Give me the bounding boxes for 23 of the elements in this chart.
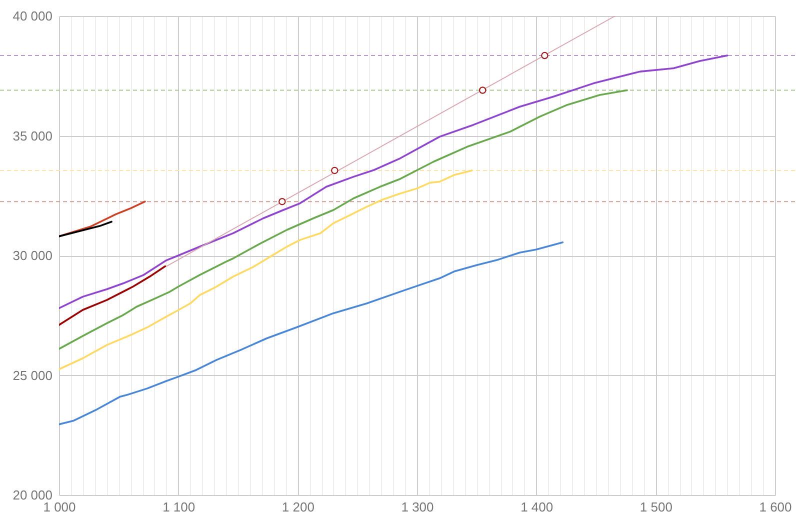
point [541,52,548,60]
y-tick-label: 25 000 [12,368,52,383]
line-series [59,54,728,310]
x-tick-label: 1 000 [43,500,76,514]
x-tick-label: 1 100 [162,500,196,514]
y-tick-label: 35 000 [12,128,52,144]
line-series [59,241,564,426]
x-tick-label: 1 500 [640,500,672,514]
line-series [59,170,473,370]
x-tick-label: 1 300 [401,500,434,514]
x-tick-label: 1 200 [282,500,314,514]
line-series [59,89,628,350]
point [479,86,486,94]
x-tick-label: 1 600 [759,500,792,514]
y-tick-label: 30 000 [12,248,52,263]
line-series [59,220,112,238]
point [331,166,338,174]
y-tick-label: 20 000 [12,488,52,502]
line-series [59,265,166,326]
point [278,198,286,206]
y-tick-label: 40 000 [12,8,52,24]
x-tick-label: 1 400 [520,500,554,514]
line-series [59,200,146,238]
